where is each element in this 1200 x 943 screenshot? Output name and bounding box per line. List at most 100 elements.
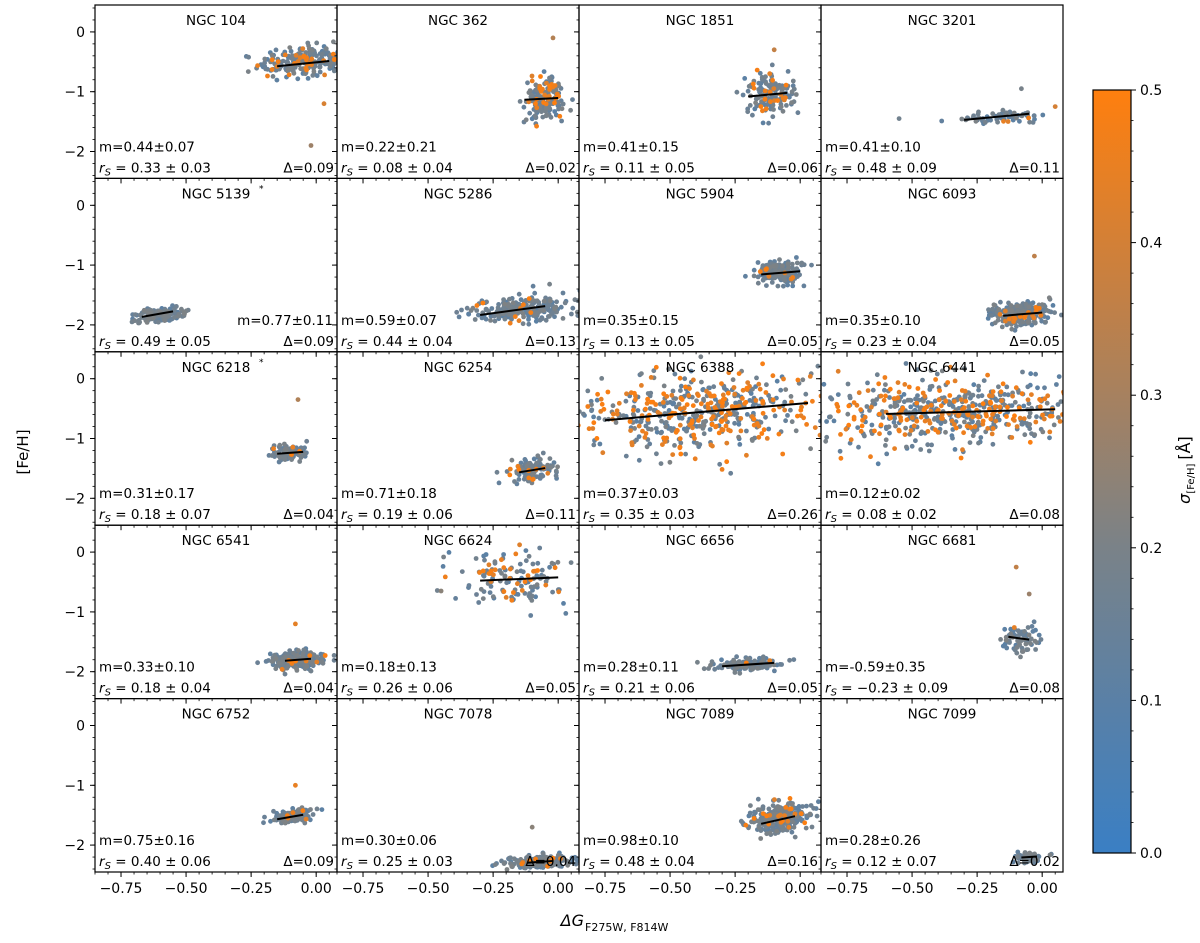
data-point: [547, 456, 553, 461]
data-point: [539, 316, 545, 322]
data-point: [1025, 384, 1031, 390]
data-point: [886, 424, 892, 430]
data-point: [1000, 381, 1006, 387]
data-point: [895, 380, 901, 385]
data-point: [1012, 399, 1018, 405]
data-point: [776, 804, 782, 810]
data-point: [749, 819, 754, 825]
data-point: [1170, 382, 1175, 387]
x-tick-label: −0.75: [342, 881, 385, 897]
spearman-symbol: r: [825, 334, 832, 350]
panel-title: NGC 104: [186, 13, 246, 29]
spearman-value: = 0.21 ± 0.06: [595, 681, 695, 697]
data-point: [1044, 400, 1050, 406]
data-point: [521, 104, 527, 110]
data-point: [541, 69, 547, 74]
data-point: [552, 421, 557, 426]
y-tick-label: −2: [64, 838, 85, 854]
data-point: [512, 314, 518, 319]
data-point: [331, 57, 337, 62]
data-point: [744, 412, 750, 417]
fit-line: [1021, 855, 1038, 859]
y-tick-label: −1: [64, 432, 85, 448]
data-point: [743, 399, 749, 405]
data-point: [972, 424, 978, 430]
data-point: [1009, 326, 1015, 332]
data-point: [1041, 416, 1047, 422]
data-point: [492, 559, 498, 565]
data-point: [980, 418, 986, 424]
data-point: [793, 428, 799, 434]
data-point: [1017, 118, 1022, 124]
data-point: [728, 470, 734, 476]
data-point: [968, 425, 974, 430]
data-point: [756, 80, 762, 86]
data-point: [855, 425, 861, 430]
data-point: [684, 402, 690, 407]
data-point: [1081, 418, 1086, 423]
x-tick-label: −0.50: [165, 881, 208, 897]
data-point: [1014, 303, 1020, 309]
data-point: [1017, 415, 1023, 421]
data-point: [793, 395, 798, 400]
panel-ngc-6441: NGC 6441 m=0.12±0.02 rS = 0.08 ± 0.02 Δ=0.0…: [793, 351, 1175, 531]
data-point: [807, 811, 813, 817]
data-point: [754, 375, 759, 381]
data-point: [918, 447, 924, 452]
data-point: [307, 653, 313, 658]
data-point: [817, 432, 821, 438]
data-point: [726, 370, 732, 376]
panel-title: NGC 6541: [182, 533, 251, 549]
data-point: [1007, 320, 1012, 326]
data-point: [553, 473, 559, 479]
data-point: [499, 557, 504, 563]
data-point: [831, 418, 837, 424]
data-point: [541, 308, 547, 313]
data-point: [633, 397, 638, 402]
y-tick-label: −2: [64, 318, 85, 334]
data-point: [293, 782, 298, 788]
data-point: [792, 834, 798, 840]
data-point: [303, 50, 309, 55]
data-point: [624, 391, 629, 397]
data-point: [731, 659, 737, 664]
data-point: [698, 401, 704, 407]
data-point: [752, 658, 758, 664]
y-tick-label: −1: [64, 778, 85, 794]
slope-annotation: m=0.41±0.15: [583, 139, 679, 155]
data-point: [491, 572, 496, 578]
data-point: [738, 818, 744, 824]
data-point: [1027, 410, 1033, 416]
data-point: [1064, 305, 1069, 310]
data-point: [1035, 385, 1040, 391]
data-point: [1014, 645, 1020, 650]
data-point: [517, 542, 522, 548]
data-point: [771, 107, 776, 112]
spearman-annotation: rS = 0.08 ± 0.02: [825, 507, 937, 525]
data-point: [522, 864, 528, 870]
data-point: [743, 822, 749, 828]
data-point: [688, 368, 694, 374]
data-point: [572, 297, 578, 303]
data-point: [756, 87, 762, 92]
data-point: [1076, 412, 1081, 417]
data-point: [273, 666, 279, 672]
data-point: [962, 393, 968, 399]
data-point: [610, 411, 616, 417]
data-point: [286, 72, 292, 78]
data-point: [744, 385, 750, 391]
data-point: [808, 446, 813, 452]
data-point: [295, 397, 301, 402]
data-point: [314, 40, 320, 46]
delta-annotation: Δ=0.04: [525, 854, 576, 870]
data-point: [725, 390, 731, 396]
data-point: [466, 311, 472, 317]
data-point: [987, 393, 992, 399]
data-point: [484, 299, 489, 305]
data-point: [268, 818, 273, 824]
data-point: [698, 414, 704, 420]
data-point: [734, 89, 740, 95]
data-point: [893, 423, 898, 429]
data-point: [757, 70, 763, 76]
data-point: [570, 305, 576, 311]
